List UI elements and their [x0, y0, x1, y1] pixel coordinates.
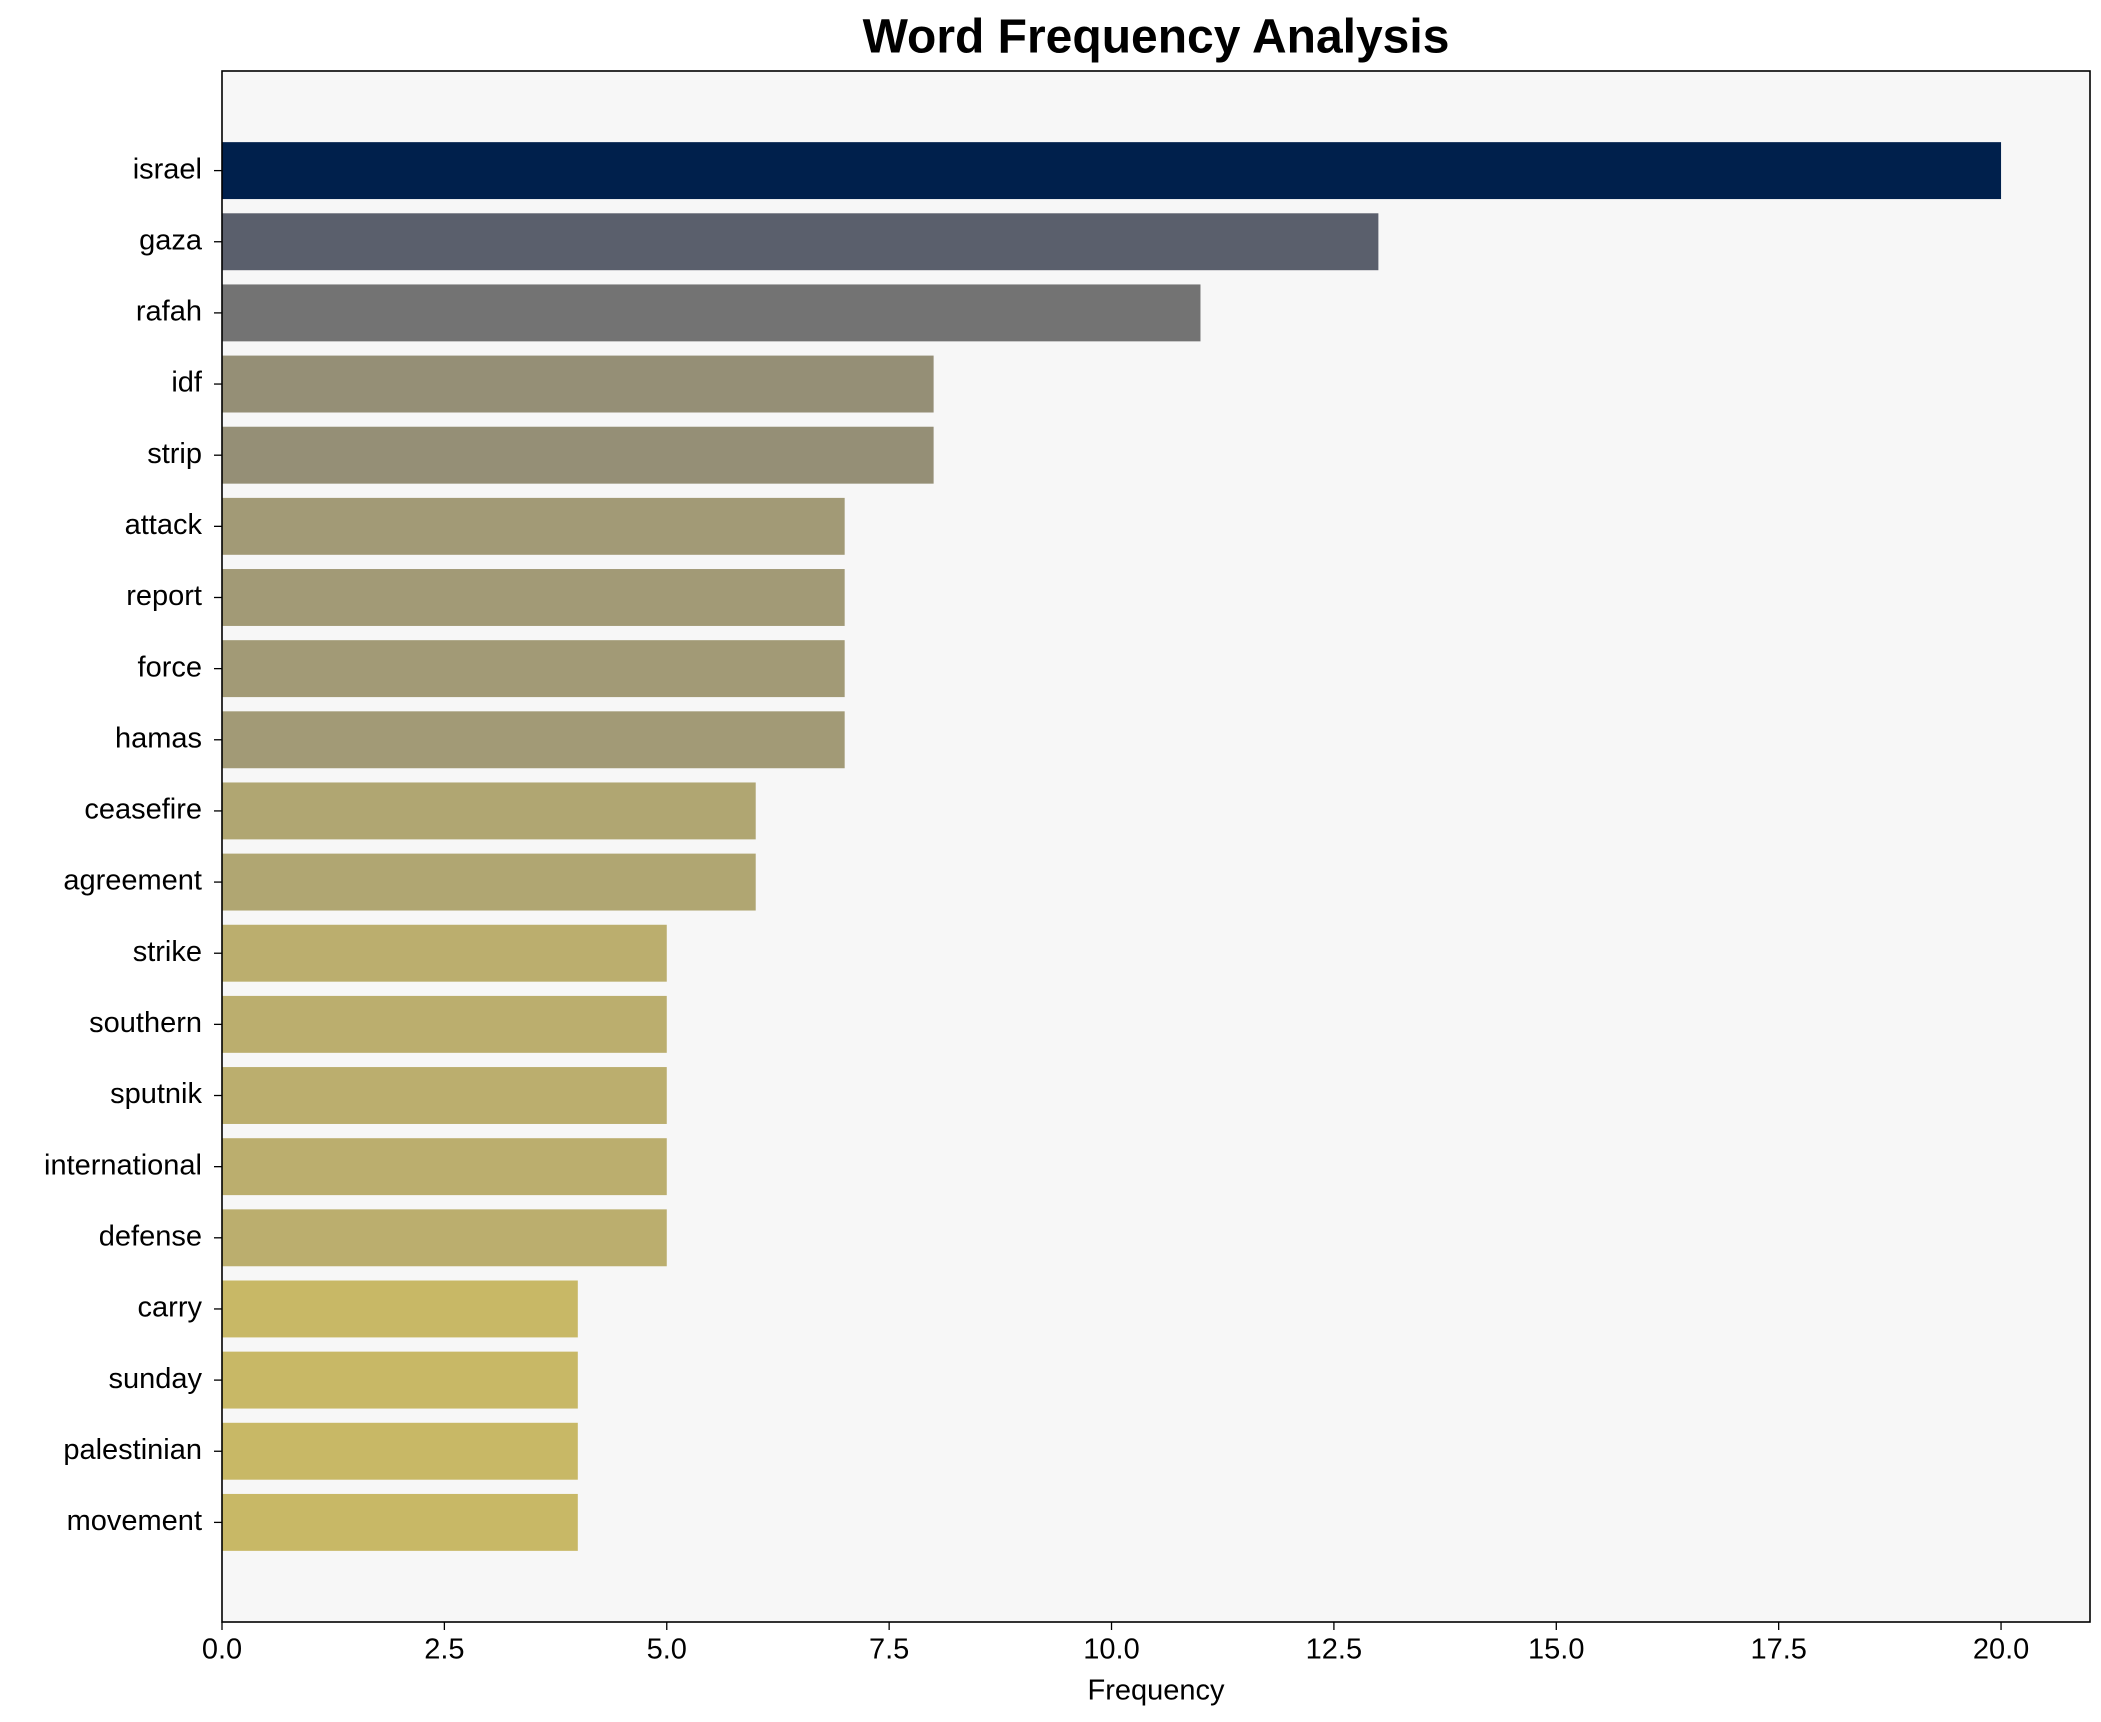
x-tick-label: 10.0 — [1083, 1634, 1139, 1666]
y-tick-label: strike — [133, 936, 202, 968]
bar — [222, 1493, 578, 1551]
bar — [222, 1351, 578, 1409]
y-tick-label: sputnik — [110, 1078, 202, 1110]
x-tick-label: 12.5 — [1306, 1634, 1362, 1666]
y-tick-label: israel — [133, 153, 202, 185]
bar — [222, 1138, 667, 1196]
x-tick-label: 5.0 — [647, 1634, 687, 1666]
bar — [222, 711, 845, 769]
bar — [222, 924, 667, 982]
plot-frame — [221, 70, 2091, 1623]
bar — [222, 355, 934, 413]
bar — [222, 1280, 578, 1338]
y-tick-label: movement — [67, 1505, 202, 1537]
x-tick-label: 2.5 — [424, 1634, 464, 1666]
x-tick-label: 17.5 — [1750, 1634, 1806, 1666]
y-tick-label: hamas — [115, 722, 202, 754]
y-tick-label: international — [44, 1149, 202, 1181]
y-tick-label: ceasefire — [84, 794, 202, 826]
bar — [222, 426, 934, 484]
bar — [222, 1209, 667, 1267]
y-tick-label: agreement — [63, 865, 202, 897]
x-tick-label: 0.0 — [202, 1634, 242, 1666]
x-tick-label: 7.5 — [869, 1634, 909, 1666]
x-tick-label: 15.0 — [1528, 1634, 1584, 1666]
chart-title: Word Frequency Analysis — [863, 11, 1450, 64]
bar — [222, 995, 667, 1053]
y-tick-label: force — [138, 651, 202, 683]
y-tick-label: idf — [171, 367, 203, 399]
x-tick-label: 20.0 — [1973, 1634, 2029, 1666]
bar — [222, 1067, 667, 1124]
bar — [222, 1422, 578, 1480]
bar — [222, 640, 845, 698]
y-tick-label: attack — [125, 509, 203, 541]
x-axis-label: Frequency — [1087, 1675, 1225, 1707]
bar — [222, 284, 1201, 342]
bar — [222, 497, 845, 555]
y-tick-label: palestinian — [63, 1434, 202, 1466]
bar — [222, 213, 1379, 271]
y-tick-label: strip — [147, 438, 202, 470]
y-tick-label: southern — [89, 1007, 202, 1039]
bar — [222, 782, 756, 840]
bar — [222, 142, 2002, 200]
y-tick-label: defense — [99, 1220, 202, 1252]
bar — [222, 569, 845, 626]
y-tick-label: rafah — [136, 296, 202, 328]
bar — [222, 853, 756, 911]
y-tick-label: carry — [138, 1292, 203, 1324]
y-tick-label: report — [126, 580, 202, 612]
y-tick-label: gaza — [139, 224, 203, 256]
y-tick-label: sunday — [108, 1363, 202, 1395]
